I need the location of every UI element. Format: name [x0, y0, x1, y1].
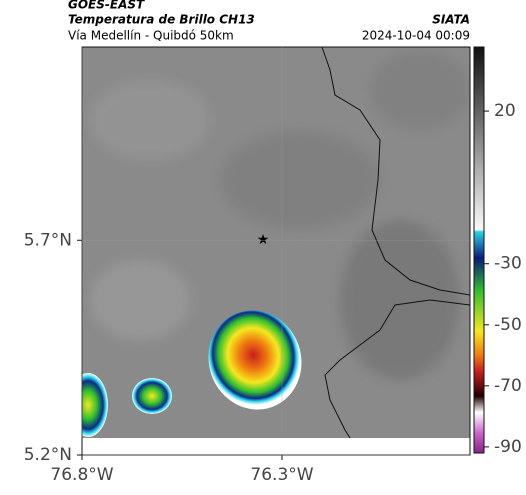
- colorbar-tick-label: -70: [494, 376, 522, 396]
- x-tick-label: 76.3°W: [250, 465, 313, 485]
- y-tick-label: 5.7°N: [24, 230, 72, 250]
- x-tick-label: 76.8°W: [50, 465, 113, 485]
- product: Temperatura de Brillo CH13: [68, 13, 255, 27]
- colorbar: [473, 46, 485, 454]
- satellite: GOES-EAST: [68, 0, 145, 12]
- source: SIATA: [432, 13, 470, 27]
- y-tick-label: 5.2°N: [24, 445, 72, 465]
- map-image: [82, 47, 470, 438]
- colorbar-tick-label: 20: [494, 101, 516, 121]
- route: Vía Medellín - Quibdó 50km: [68, 29, 234, 43]
- colorbar-tick-label: -50: [494, 315, 522, 335]
- colorbar-tick-label: -90: [494, 437, 522, 457]
- axes: 76.8°W 76.3°W 5.2°N 5.7°N 20 -30 -50 -70 -90: [24, 47, 522, 485]
- timestamp: 2024-10-04 00:09: [362, 29, 470, 43]
- colorbar-tick-label: -30: [494, 254, 522, 274]
